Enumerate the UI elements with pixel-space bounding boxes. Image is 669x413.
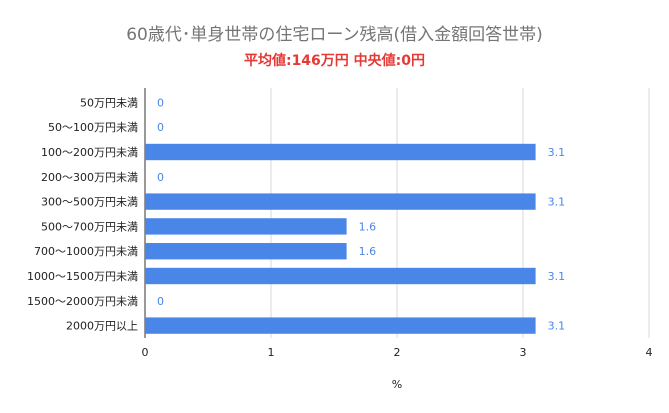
chart-subtitle: 平均値:146万円 中央値:0円: [243, 53, 426, 69]
data-label: 3.1: [548, 270, 566, 283]
category-label: 50万円未満: [80, 96, 138, 109]
bar: [145, 218, 347, 235]
category-label: 1500～2000万円未満: [27, 295, 138, 308]
category-label: 300～500万円未満: [41, 196, 138, 209]
data-label: 3.1: [548, 146, 566, 159]
x-tick-label: 3: [520, 346, 527, 359]
x-axis-title: %: [392, 378, 402, 391]
bar: [145, 243, 347, 260]
category-label: 50～100万円未満: [48, 121, 138, 134]
x-tick-label: 0: [142, 346, 149, 359]
gridlines: [144, 88, 650, 338]
category-labels: 50万円未満 50～100万円未満 100～200万円未満 200～300万円未満 30…: [27, 96, 138, 332]
x-tick-label: 4: [646, 346, 653, 359]
chart-title: 60歳代･単身世帯の住宅ローン残高(借入金額回答世帯): [126, 25, 543, 45]
data-label: 3.1: [548, 196, 566, 209]
bar: [145, 317, 536, 334]
category-label: 1000～1500万円未満: [27, 270, 138, 283]
category-label: 500～700万円未満: [41, 220, 138, 233]
category-label: 100～200万円未満: [41, 146, 138, 159]
bars: [145, 143, 536, 334]
data-label: 1.6: [359, 245, 377, 258]
bar: [145, 193, 536, 210]
data-label: 0: [157, 121, 164, 134]
category-label: 700～1000万円未満: [34, 245, 138, 258]
data-label: 0: [157, 96, 164, 109]
data-label: 0: [157, 171, 164, 184]
category-label: 200～300万円未満: [41, 171, 138, 184]
data-label: 0: [157, 295, 164, 308]
x-tick-labels: 0 1 2 3 4: [142, 346, 653, 359]
x-tick-label: 2: [394, 346, 401, 359]
data-labels: 0 0 3.1 0 3.1 1.6 1.6 3.1 0 3.1: [157, 96, 565, 332]
bar: [145, 143, 536, 161]
bar: [145, 267, 536, 285]
data-label: 1.6: [359, 220, 377, 233]
data-label: 3.1: [548, 320, 566, 333]
category-label: 2000万円以上: [66, 320, 138, 333]
x-tick-label: 1: [268, 346, 275, 359]
